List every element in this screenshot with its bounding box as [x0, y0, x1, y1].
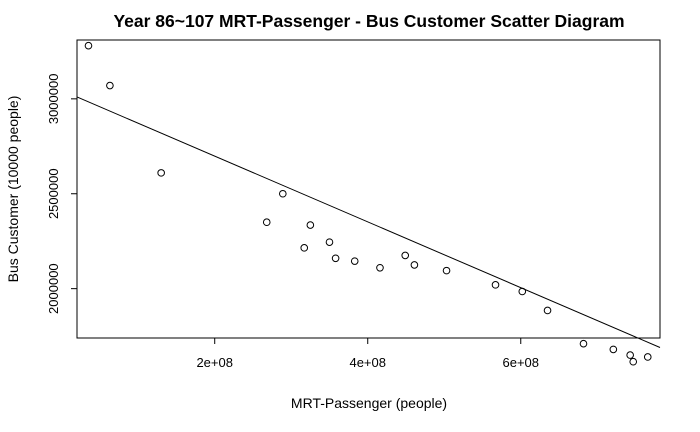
- y-axis: 2000000 2500000 3000000: [46, 74, 77, 314]
- y-axis-label: Bus Customer (10000 people): [5, 96, 21, 283]
- data-point: [626, 351, 634, 359]
- chart-title: Year 86~107 MRT-Passenger - Bus Customer…: [113, 11, 624, 31]
- data-point: [579, 339, 588, 348]
- plot-area-frame: [76, 39, 661, 339]
- data-point: [84, 41, 93, 50]
- data-point: [106, 81, 114, 90]
- data-point: [643, 353, 652, 361]
- y-tick-label: 2000000: [46, 263, 61, 314]
- data-point: [491, 281, 500, 289]
- y-tick-label: 2500000: [46, 168, 61, 219]
- x-axis-label: MRT-Passenger (people): [291, 395, 447, 411]
- data-point: [300, 244, 309, 252]
- x-tick-label: 2e+08: [196, 355, 233, 370]
- data-point: [410, 261, 419, 269]
- data-point: [376, 263, 384, 272]
- data-point: [279, 189, 287, 198]
- data-point: [325, 238, 334, 246]
- data-point: [157, 169, 165, 177]
- regression-line: [76, 96, 661, 348]
- x-tick-label: 4e+08: [349, 355, 386, 370]
- x-axis: 2e+08 4e+08 6e+08: [196, 338, 539, 370]
- x-tick-label: 6e+08: [502, 355, 539, 370]
- data-point: [306, 221, 315, 229]
- data-point: [331, 254, 340, 263]
- data-point: [629, 357, 638, 366]
- data-point: [401, 251, 410, 260]
- data-point: [262, 218, 271, 227]
- data-points: [84, 41, 652, 366]
- data-point: [350, 257, 359, 265]
- data-point: [442, 266, 451, 275]
- data-point: [518, 287, 527, 296]
- data-point: [609, 345, 618, 354]
- y-tick-label: 3000000: [46, 74, 61, 125]
- data-point: [543, 306, 552, 315]
